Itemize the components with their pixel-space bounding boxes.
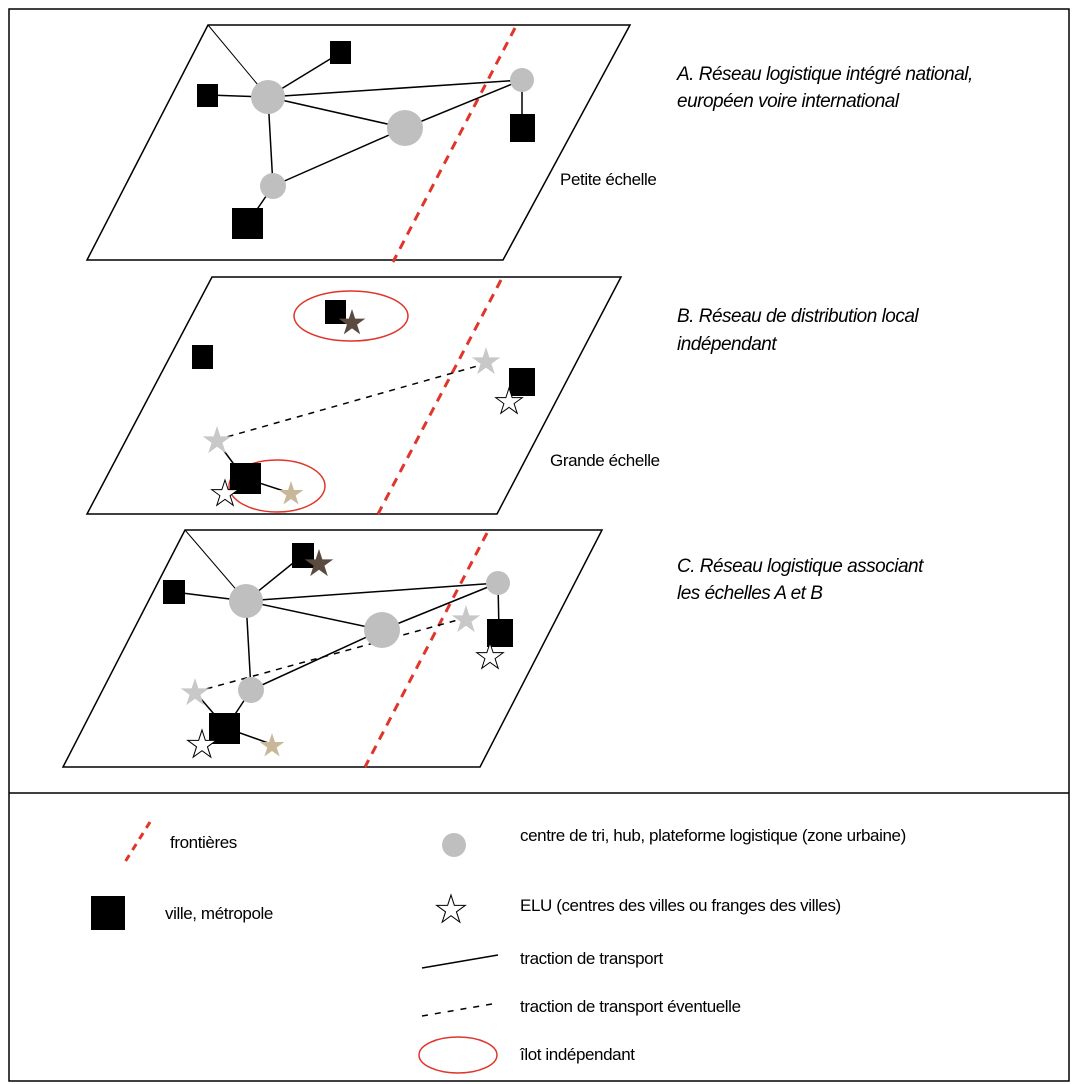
panel-b-scale-label: Grande échelle (550, 451, 660, 470)
panel-a-city (330, 41, 351, 64)
panel-a-link (267, 79, 523, 98)
legend-elu-label: ELU (centres des villes ou franges des v… (520, 896, 841, 915)
panel-b-star-beige (278, 481, 304, 505)
legend: frontières centre de tri, hub, plateform… (91, 821, 906, 1074)
panel-b-star-white (494, 386, 524, 415)
panel-c-hub (238, 677, 264, 703)
panel-b-ilot (228, 459, 326, 513)
panel-c-frontier (363, 532, 489, 768)
panel-b-ilot (293, 290, 409, 342)
outer-border (8, 8, 1070, 1082)
panel-a: A. Réseau logistique intégré national, e… (85, 24, 973, 263)
panel-b: B. Réseau de distribution local indépend… (85, 276, 920, 515)
panel-a-plane (85, 24, 632, 261)
panel-c-hub (486, 571, 510, 595)
panel-b-star-brown (338, 309, 366, 335)
panel-c-star-grey (180, 678, 210, 706)
panel-a-link (272, 127, 406, 187)
panel-c-star-brown (304, 549, 334, 577)
panel-b-star-grey (202, 426, 232, 454)
panel-c-link (250, 629, 383, 691)
panel-c-link (245, 582, 499, 602)
panel-a-title-line1: A. Réseau logistique intégré national, (676, 64, 973, 85)
panel-a-hub (260, 173, 286, 199)
legend-ville-symbol (91, 896, 125, 930)
legend-ilot-symbol (418, 1036, 498, 1074)
legend-traction-eventuelle-label: traction de transport éventuelle (520, 997, 741, 1016)
panel-a-link (267, 96, 406, 129)
legend-elu-symbol (435, 893, 467, 924)
panel-a-city (197, 84, 218, 107)
panel-c-title-line1: C. Réseau logistique associant (677, 556, 924, 577)
panel-a-city (232, 208, 263, 239)
legend-traction-eventuelle-symbol (421, 1002, 499, 1017)
panel-c-star-white (475, 641, 505, 670)
panel-a-frontier (391, 27, 517, 263)
panel-c-link (381, 582, 499, 631)
panel-b-city (509, 368, 535, 396)
panel-c-hub (229, 584, 263, 618)
panel-a-hub (510, 68, 534, 92)
panel-c-star-beige (259, 733, 285, 757)
panel-a-hub (387, 110, 423, 146)
panel-b-title-line1: B. Réseau de distribution local (677, 306, 919, 327)
panel-b-city (192, 345, 213, 369)
legend-ville-label: ville, métropole (165, 904, 273, 923)
panel-c-hub (364, 612, 400, 648)
panel-a-title-line2: européen voire international (677, 91, 900, 112)
panel-b-star-white (210, 478, 240, 507)
panel-b-star-grey (471, 347, 501, 375)
panel-c-star-white (186, 728, 218, 759)
legend-hub-label: centre de tri, hub, plateforme logistiqu… (520, 826, 906, 845)
panel-b-plane (85, 276, 623, 515)
legend-hub-symbol (442, 833, 466, 857)
panel-c-city (209, 713, 240, 744)
panel-c-title-line2: les échelles A et B (677, 583, 823, 604)
panel-c-plane (61, 529, 604, 768)
panel-c-star-grey (451, 605, 481, 633)
legend-ilot-label: îlot indépendant (519, 1045, 635, 1064)
panel-c-optional-link (194, 617, 466, 693)
panel-c-city (292, 543, 314, 568)
legend-traction-symbol (421, 954, 499, 969)
legend-frontieres-label: frontières (170, 833, 237, 852)
panel-b-city (230, 463, 261, 494)
panel-b-frontier (376, 279, 503, 515)
panel-a-hub (251, 80, 285, 114)
panel-b-city (325, 300, 346, 324)
panel-a-city (510, 114, 535, 142)
legend-traction-label: traction de transport (520, 949, 663, 968)
panel-c-city (163, 580, 185, 604)
panel-c-city (487, 619, 513, 647)
panel-a-scale-label: Petite échelle (560, 170, 656, 189)
panel-c: C. Réseau logistique associant les échel… (61, 529, 925, 768)
panel-b-title-line2: indépendant (677, 334, 777, 355)
legend-frontier-symbol (123, 821, 152, 863)
panel-a-link (404, 79, 523, 129)
panel-c-link (245, 600, 383, 631)
